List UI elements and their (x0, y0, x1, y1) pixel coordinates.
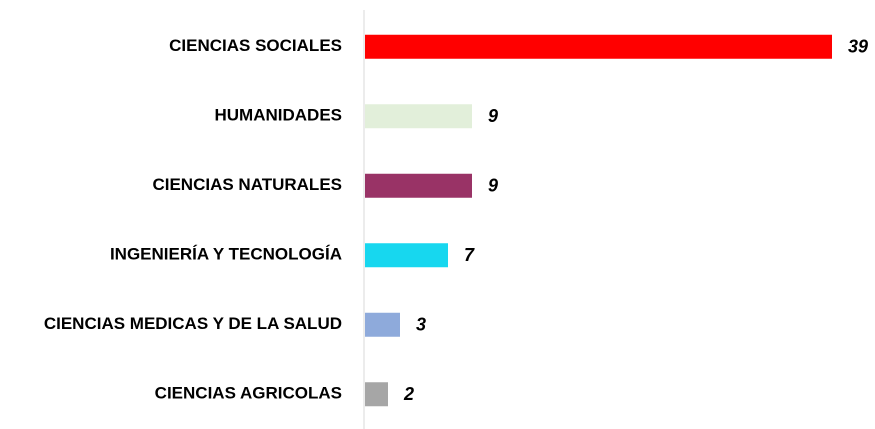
category-label: INGENIERÍA Y TECNOLOGÍA (110, 245, 342, 264)
bar (365, 173, 472, 198)
bar (365, 104, 472, 129)
value-label: 2 (403, 384, 414, 404)
category-label: HUMANIDADES (215, 106, 343, 125)
bar (365, 382, 388, 407)
bar (365, 34, 832, 59)
value-label: 9 (488, 176, 498, 196)
category-label: CIENCIAS AGRICOLAS (155, 384, 342, 403)
category-label: CIENCIAS SOCIALES (169, 36, 342, 55)
bar (365, 243, 448, 268)
category-label: CIENCIAS NATURALES (152, 175, 342, 194)
bar (365, 312, 400, 337)
value-label: 9 (488, 106, 498, 126)
value-label: 7 (464, 245, 475, 265)
category-label: CIENCIAS MEDICAS Y DE LA SALUD (44, 314, 342, 333)
value-label: 39 (848, 37, 868, 57)
value-label: 3 (416, 315, 426, 335)
